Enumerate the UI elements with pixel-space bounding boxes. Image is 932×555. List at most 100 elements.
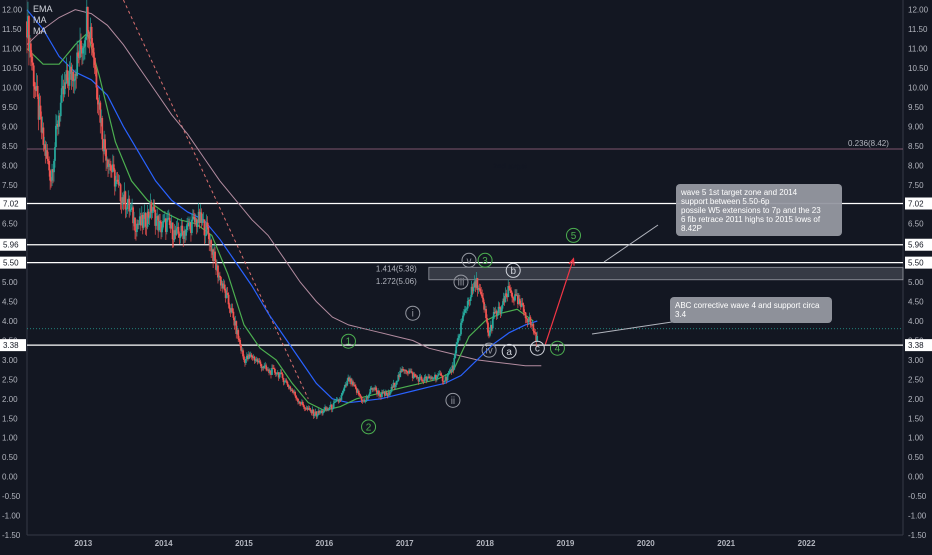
wave-label-circle [445, 392, 461, 408]
price-candle-body [266, 369, 269, 371]
y-tick-label-right: 4.00 [908, 317, 924, 326]
price-candle-body [248, 354, 251, 357]
price-candle-body [525, 318, 528, 320]
price-candle-body [473, 281, 476, 288]
price-candle-body [208, 234, 211, 244]
wave-label-text: iv [485, 346, 492, 357]
y-tick-label-right: 5.00 [908, 278, 924, 287]
price-candle-body [58, 115, 61, 117]
price-candle-body [177, 226, 180, 234]
price-candle-body [79, 40, 81, 58]
price-candle-body [51, 169, 53, 181]
price-candle-body [331, 408, 334, 410]
level-badge-right-text: 5.96 [908, 241, 924, 250]
wave-label-text: 3 [482, 256, 488, 267]
price-candle-body [91, 43, 94, 48]
price-candle-body [217, 265, 219, 278]
price-candle-body [52, 169, 54, 173]
price-candle-body [139, 216, 142, 226]
wave-label-circle [565, 227, 581, 243]
price-candle-body [462, 312, 465, 316]
price-candle-body [320, 410, 323, 413]
price-candle-body [420, 376, 423, 380]
price-candle-body [156, 216, 159, 219]
price-candle-body [256, 359, 259, 363]
price-candle-body [531, 324, 534, 325]
price-candle-body [480, 291, 483, 295]
price-candle-body [162, 221, 164, 228]
price-candle-body [83, 40, 86, 47]
price-candle-body [435, 376, 438, 380]
price-candle-body [330, 404, 333, 410]
price-candle-body [385, 392, 388, 395]
price-candle-body [97, 100, 100, 105]
price-candle-body [119, 184, 122, 202]
price-candle-body [326, 408, 328, 411]
price-candle-body [228, 304, 231, 309]
price-candle-body [317, 411, 320, 416]
price-candle-body [461, 321, 463, 323]
price-candle-body [130, 209, 133, 211]
price-candle-body [267, 369, 270, 371]
price-candle-body [262, 367, 265, 369]
price-candle-body [218, 275, 221, 278]
price-candle-body [110, 170, 113, 172]
price-candle-body [485, 309, 487, 318]
price-candle-body [195, 219, 198, 228]
price-candle-body [427, 376, 430, 379]
price-candle-body [527, 319, 530, 323]
price-candle-body [448, 371, 451, 374]
price-candle-body [326, 408, 329, 410]
price-candle-body [401, 369, 404, 372]
wave-label-text: 5 [571, 231, 577, 242]
price-candle-body [477, 288, 480, 290]
price-candle-body [446, 375, 449, 381]
price-candle-body [390, 386, 393, 392]
price-candle-body [222, 284, 225, 289]
price-candle-body [422, 380, 425, 382]
y-tick-label-right: -0.50 [908, 492, 927, 501]
price-candle-body [68, 71, 71, 86]
price-candle-body [299, 403, 302, 405]
legend-entry: EMA [33, 4, 53, 14]
price-candle-body [149, 202, 152, 218]
price-candle-body [521, 303, 524, 305]
price-candle-body [505, 293, 508, 296]
price-candle-body [188, 223, 190, 227]
fib-label-1414: 1.414(5.38) [376, 264, 417, 273]
price-candle-body [114, 181, 117, 187]
price-candle-body [400, 370, 403, 372]
price-candle-body [131, 207, 134, 210]
price-candle-body [435, 374, 437, 380]
y-tick-label-left: -1.00 [2, 512, 21, 521]
wave-label-text: c [535, 344, 540, 355]
price-candle-body [430, 377, 432, 379]
price-candle-body [59, 102, 62, 117]
price-candle-body [368, 393, 371, 397]
price-candle-body [151, 211, 154, 213]
price-candle-body [108, 163, 110, 167]
price-candle-body [182, 231, 185, 239]
price-candle-body [135, 230, 137, 233]
wave-label-text: v [467, 256, 472, 267]
level-badge-right-text: 7.02 [908, 199, 924, 208]
arrow-head [568, 257, 575, 266]
price-candle-body [164, 218, 166, 221]
level-badge-left [0, 256, 26, 269]
price-candle-body [176, 226, 179, 229]
price-candle-body [137, 223, 139, 225]
price-candle-body [46, 150, 49, 159]
price-candle-body [298, 401, 300, 403]
price-candle-body [203, 219, 206, 236]
price-candle-body [104, 139, 107, 150]
price-candle-body [249, 354, 252, 357]
price-candle-body [444, 376, 447, 381]
price-candle-body [128, 198, 131, 212]
price-candle-body [147, 211, 150, 218]
price-candle-body [481, 294, 484, 298]
price-candle-body [463, 309, 466, 313]
price-candle-body [110, 164, 112, 171]
level-badge-left [0, 197, 26, 210]
price-candle-body [508, 286, 511, 289]
